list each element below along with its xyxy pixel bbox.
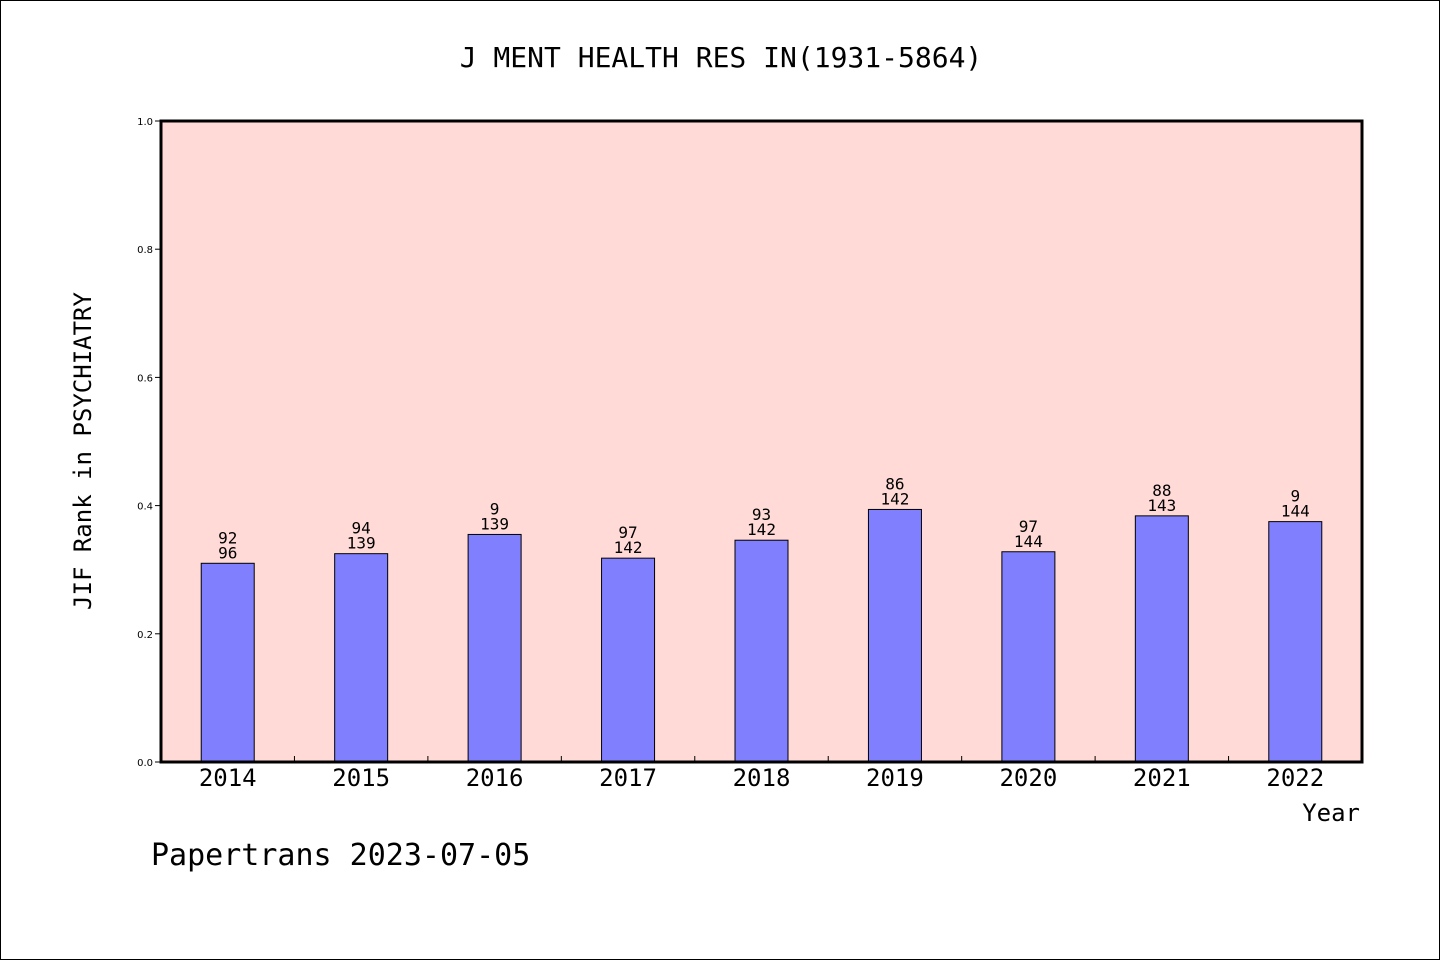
- bar-2016: [467, 533, 522, 763]
- x-tick-label: 2018: [733, 764, 791, 792]
- bar-total-label: 142: [614, 538, 643, 557]
- bar-2017: [601, 557, 656, 763]
- y-tick-label: 0.8: [137, 245, 153, 256]
- y-tick-label: 0.0: [137, 758, 153, 769]
- bar-total-label: 96: [218, 543, 237, 562]
- bar-2020: [1001, 551, 1056, 763]
- bar-2014: [200, 562, 255, 763]
- x-tick-label: 2020: [999, 764, 1057, 792]
- chart-title: J MENT HEALTH RES IN(1931-5864): [460, 41, 983, 74]
- bar-rank-label: 93: [752, 505, 771, 524]
- bar-rank-label: 9: [1290, 487, 1300, 506]
- bar-total-label: 139: [347, 534, 376, 553]
- bar-rank-label: 97: [618, 523, 637, 542]
- bar-2021: [1134, 515, 1189, 763]
- bar-total-label: 144: [1281, 502, 1310, 521]
- bar-rank-label: 9: [490, 499, 500, 518]
- y-tick-label: 1.0: [137, 117, 153, 128]
- bar-2015: [334, 553, 389, 763]
- footer-text: Papertrans 2023-07-05: [151, 838, 530, 873]
- x-axis-label: Year: [1302, 799, 1360, 827]
- bar-total-label: 142: [880, 489, 909, 508]
- y-axis-ticks: 0.0 0.2 0.4 0.6 0.8 1.0: [137, 117, 161, 769]
- y-axis-label: JIF Rank in PSYCHIATRY: [69, 292, 97, 610]
- bars: [200, 508, 1323, 763]
- bar-total-label: 139: [480, 514, 509, 533]
- x-tick-label: 2015: [332, 764, 390, 792]
- bar-total-label: 143: [1147, 496, 1176, 515]
- x-tick-label: 2014: [199, 764, 257, 792]
- bar-rank-label: 97: [1019, 517, 1038, 536]
- y-tick-label: 0.4: [137, 502, 153, 513]
- x-tick-label: 2017: [599, 764, 657, 792]
- x-tick-label: 2016: [466, 764, 524, 792]
- x-tick-label: 2021: [1133, 764, 1191, 792]
- bar-2022: [1268, 521, 1323, 763]
- bar-rank-label: 88: [1152, 481, 1171, 500]
- y-tick-label: 0.2: [137, 630, 153, 641]
- bar-2018: [734, 539, 789, 763]
- bar-total-label: 144: [1014, 532, 1043, 551]
- bar-total-label: 142: [747, 520, 776, 539]
- y-tick-label: 0.6: [137, 373, 153, 384]
- bar-2019: [867, 508, 922, 763]
- bar-rank-label: 86: [885, 474, 904, 493]
- plot-border: [159, 119, 1364, 764]
- bar-rank-label: 94: [352, 519, 371, 538]
- bar-rank-label: 92: [218, 528, 237, 547]
- x-tick-label: 2022: [1266, 764, 1324, 792]
- x-tick-label: 2019: [866, 764, 924, 792]
- x-axis-ticks: 2014 2015 2016 2017 2018 2019 2020 2021 2022: [199, 756, 1324, 792]
